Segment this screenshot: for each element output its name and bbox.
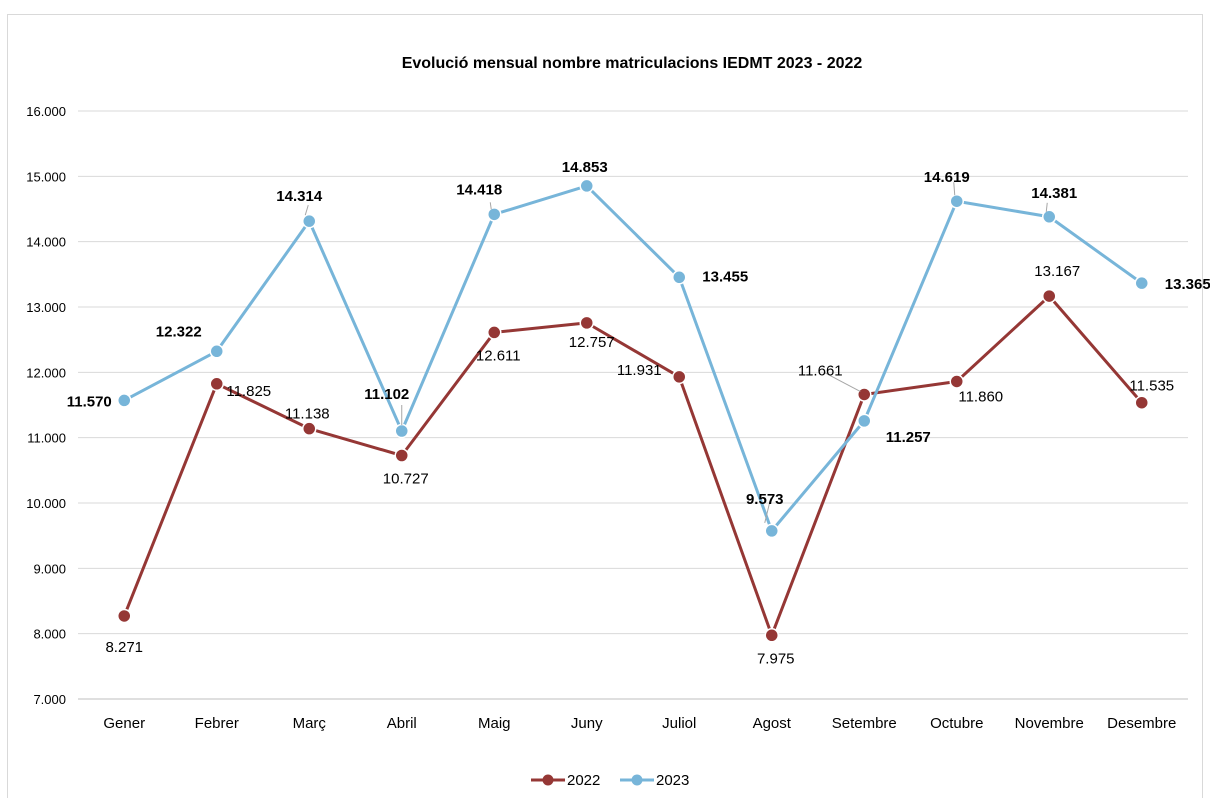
- data-label-2023: 14.418: [456, 181, 502, 198]
- y-tick-label: 10.000: [26, 496, 66, 511]
- leader-line: [824, 372, 861, 392]
- data-label-2022: 11.138: [285, 406, 330, 423]
- x-tick-label: Desembre: [1107, 715, 1176, 732]
- x-tick-label: Juliol: [662, 715, 696, 732]
- data-point-2022: [487, 325, 502, 340]
- data-label-2022: 11.535: [1129, 378, 1174, 395]
- data-label-2022: 11.931: [617, 362, 662, 379]
- y-tick-label: 16.000: [26, 104, 66, 119]
- data-label-2023: 11.102: [364, 386, 409, 403]
- chart-title: Evolució mensual nombre matriculacions I…: [402, 55, 863, 72]
- y-axis-ticks: 7.000 8.000 9.000 10.000 11.000 12.000 13.000 1…: [26, 104, 66, 707]
- data-point-2022: [672, 369, 687, 385]
- x-tick-label: Setembre: [832, 715, 897, 732]
- data-label-2022: 10.727: [383, 471, 429, 488]
- data-label-2022: 12.611: [476, 347, 521, 364]
- data-point-2022: [1042, 288, 1057, 304]
- data-point-2022: [764, 628, 779, 643]
- data-point-2023: [579, 178, 594, 194]
- x-tick-label: Agost: [753, 715, 792, 732]
- data-label-2022: 11.661: [798, 362, 843, 379]
- x-tick-label: Octubre: [930, 715, 983, 732]
- data-point-2023: [672, 270, 687, 285]
- data-label-2023: 13.365: [1165, 276, 1210, 293]
- data-label-2023: 14.853: [562, 159, 608, 176]
- x-tick-label: Juny: [571, 715, 603, 732]
- leader-line: [953, 182, 956, 196]
- leader-line: [1045, 202, 1048, 212]
- data-label-2023: 11.257: [886, 429, 931, 446]
- chart-frame: [7, 14, 1203, 798]
- data-point-2022: [302, 421, 317, 436]
- x-tick-label: Febrer: [195, 715, 239, 732]
- legend-marker-2022: [542, 774, 554, 786]
- x-tick-label: Gener: [103, 715, 145, 732]
- data-label-2022: 11.825: [226, 383, 271, 400]
- data-label-2022: 8.271: [105, 639, 143, 656]
- series-group: [117, 178, 1149, 643]
- gridlines: [78, 110, 1188, 700]
- x-tick-label: Març: [293, 715, 327, 732]
- data-point-2022: [579, 315, 594, 331]
- x-tick-label: Novembre: [1015, 715, 1084, 732]
- y-tick-label: 9.000: [33, 561, 66, 576]
- legend: 2022 2023: [531, 772, 689, 789]
- leader-line: [764, 497, 772, 524]
- data-label-2022: 13.167: [1034, 263, 1080, 280]
- legend-label-2022: 2022: [567, 772, 600, 789]
- legend-marker-2023: [631, 774, 643, 786]
- data-point-2022: [1134, 395, 1149, 410]
- x-tick-label: Abril: [387, 715, 417, 732]
- y-tick-label: 7.000: [33, 692, 66, 707]
- leader-line: [304, 205, 309, 216]
- data-point-2023: [209, 344, 224, 359]
- x-axis-ticks: Gener Febrer Març Abril Maig Juny Juliol Agost S…: [103, 715, 1176, 732]
- data-label-2023: 13.455: [702, 268, 748, 285]
- data-label-2023: 14.314: [276, 188, 323, 205]
- y-tick-label: 14.000: [26, 235, 66, 250]
- data-label-2023: 14.381: [1031, 185, 1077, 202]
- data-point-2023: [302, 213, 317, 229]
- x-tick-label: Maig: [478, 715, 511, 732]
- data-point-2023: [487, 207, 502, 222]
- data-label-2023: 12.322: [156, 323, 202, 340]
- data-point-2022: [949, 374, 964, 389]
- data-label-2022: 7.975: [757, 650, 795, 667]
- series-line-2023: [123, 184, 1143, 533]
- data-point-2022: [117, 608, 132, 624]
- data-point-2023: [1042, 209, 1057, 225]
- data-point-2023: [764, 523, 779, 539]
- leader-line: [489, 202, 492, 210]
- data-point-2022: [857, 387, 872, 402]
- data-point-2023: [949, 193, 964, 209]
- data-label-2022: 12.757: [569, 334, 615, 351]
- data-label-2023: 9.573: [746, 491, 784, 508]
- data-label-2023: 11.570: [67, 393, 112, 410]
- data-point-2023: [394, 423, 409, 439]
- data-point-2023: [1134, 275, 1149, 291]
- series-line-2022: [122, 294, 1143, 637]
- data-point-2022: [394, 448, 409, 463]
- data-point-2022: [209, 376, 224, 392]
- y-tick-label: 13.000: [26, 300, 66, 315]
- y-tick-label: 15.000: [26, 169, 66, 184]
- data-label-2023: 14.619: [924, 169, 970, 186]
- y-tick-label: 8.000: [33, 627, 66, 642]
- data-labels: 8.271 11.825 11.138 10.727 12.611 12.75711.93…: [67, 159, 1210, 667]
- data-label-2022: 11.860: [958, 388, 1003, 405]
- data-point-2023: [857, 413, 872, 429]
- y-tick-label: 11.000: [27, 431, 66, 446]
- y-tick-label: 12.000: [26, 365, 66, 380]
- legend-label-2023: 2023: [656, 772, 689, 789]
- data-point-2023: [117, 393, 132, 408]
